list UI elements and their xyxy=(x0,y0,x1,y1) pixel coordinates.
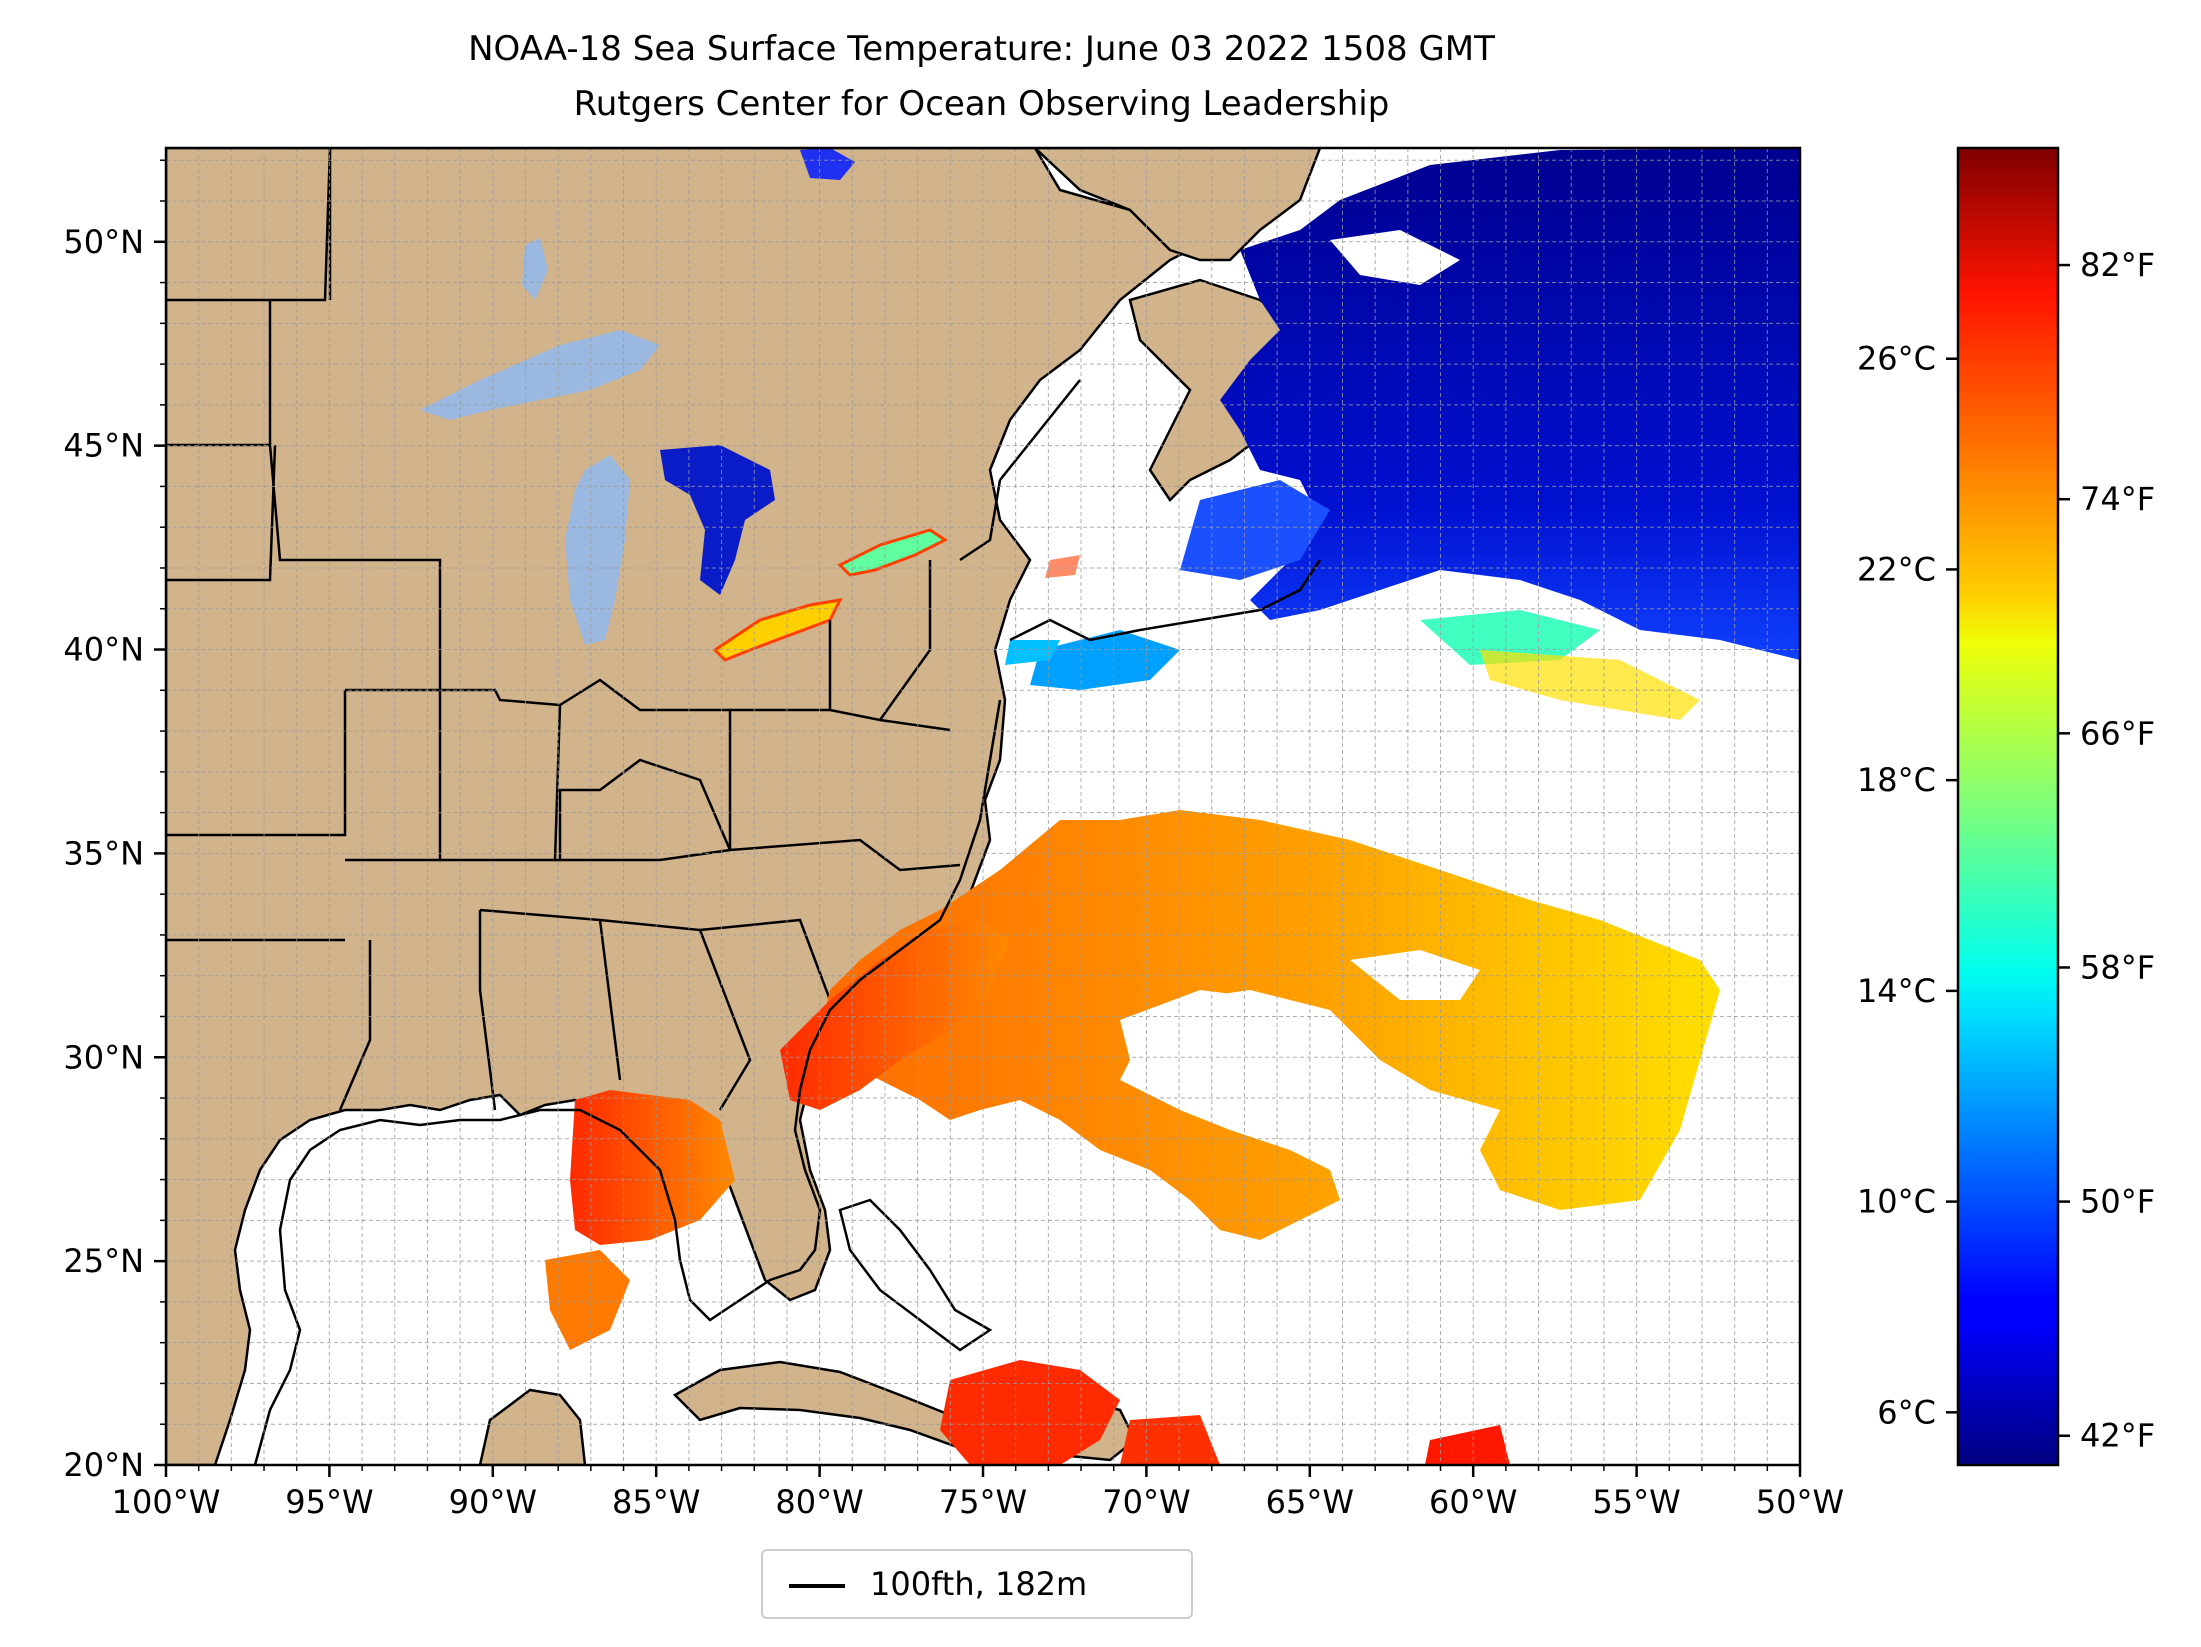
lon-tick-label: 65°W xyxy=(1266,1483,1354,1521)
bathymetry-contour xyxy=(253,559,1322,1465)
lon-tick-label: 55°W xyxy=(1592,1483,1680,1521)
lon-tick-label: 60°W xyxy=(1429,1483,1517,1521)
longitude-axis: 100°W 95°W 90°W 85°W 80°W 75°W 70°W 65°W 60°W 55°… xyxy=(112,1465,1844,1521)
lat-tick-label: 45°N xyxy=(63,427,144,465)
sst-raster xyxy=(545,148,1800,1465)
lon-tick-label: 75°W xyxy=(939,1483,1027,1521)
fahrenheit-tick-label: 82°F xyxy=(2080,246,2155,284)
lat-tick-label: 20°N xyxy=(63,1446,144,1484)
political-borders xyxy=(166,148,1081,1111)
celsius-tick-label: 10°C xyxy=(1857,1183,1936,1221)
lon-tick-label: 80°W xyxy=(775,1483,863,1521)
lake-huron xyxy=(660,445,775,595)
celsius-tick-label: 14°C xyxy=(1857,972,1936,1010)
lat-tick-label: 25°N xyxy=(63,1242,144,1280)
lon-tick-label: 95°W xyxy=(285,1483,373,1521)
land-north-america xyxy=(166,148,1233,1465)
lat-tick-label: 35°N xyxy=(63,834,144,872)
celsius-tick-label: 26°C xyxy=(1857,340,1936,378)
land-yucatan xyxy=(478,1388,587,1465)
lake-winnipeg xyxy=(522,238,548,300)
colorbar-fahrenheit-ticks: 42°F 50°F 58°F 66°F 74°F 82°F xyxy=(2058,246,2155,1455)
legend: 100fth, 182m xyxy=(761,1549,1193,1619)
colorbar-celsius-ticks: 6°C 10°C 14°C 18°C 22°C 26°C xyxy=(1857,340,1958,1431)
lon-tick-label: 70°W xyxy=(1102,1483,1190,1521)
lon-tick-label: 85°W xyxy=(612,1483,700,1521)
celsius-tick-label: 22°C xyxy=(1857,550,1936,588)
legend-label: 100fth, 182m xyxy=(870,1565,1088,1603)
celsius-tick-label: 6°C xyxy=(1877,1393,1936,1431)
celsius-tick-label: 18°C xyxy=(1857,761,1936,799)
lon-tick-label: 90°W xyxy=(449,1483,537,1521)
latitude-axis: 20°N 25°N 30°N 35°N 40°N 45°N 50°N xyxy=(63,159,166,1484)
fahrenheit-tick-label: 50°F xyxy=(2080,1183,2155,1221)
gridlines xyxy=(166,148,1800,1465)
lat-tick-label: 50°N xyxy=(63,223,144,261)
lake-nipigon xyxy=(800,148,855,180)
chart-subtitle: Rutgers Center for Ocean Observing Leade… xyxy=(573,84,1390,124)
fahrenheit-tick-label: 66°F xyxy=(2080,714,2155,752)
lon-tick-label: 50°W xyxy=(1756,1483,1844,1521)
lake-ontario xyxy=(837,528,948,577)
lon-tick-label: 100°W xyxy=(112,1483,221,1521)
fahrenheit-tick-label: 42°F xyxy=(2080,1417,2155,1455)
fahrenheit-tick-label: 74°F xyxy=(2080,480,2155,518)
chart-title: NOAA-18 Sea Surface Temperature: June 03… xyxy=(468,29,1495,69)
lat-tick-label: 30°N xyxy=(63,1038,144,1076)
fahrenheit-tick-label: 58°F xyxy=(2080,948,2155,986)
lake-michigan xyxy=(565,455,630,645)
lat-tick-label: 40°N xyxy=(63,631,144,669)
colorbar-gradient xyxy=(1956,146,2060,1467)
land-quebec-labrador xyxy=(1033,148,1322,262)
legend-line-swatch xyxy=(789,1584,845,1588)
lake-superior xyxy=(420,330,660,420)
